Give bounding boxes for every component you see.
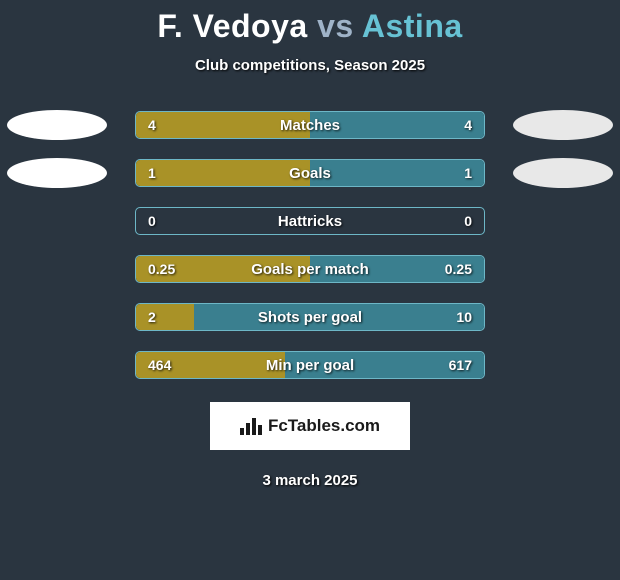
stat-bar: 0 0Hattricks xyxy=(135,207,485,235)
stat-label: Hattricks xyxy=(136,208,484,234)
side-slot-left xyxy=(7,254,107,284)
stat-value-player1: 0 xyxy=(136,208,168,234)
side-slot-left xyxy=(7,206,107,236)
player1-name: F. Vedoya xyxy=(157,8,307,44)
stat-bar: 44Matches xyxy=(135,111,485,139)
player1-ellipse xyxy=(7,158,107,188)
player2-name: Astina xyxy=(362,8,463,44)
chart-icon xyxy=(240,417,262,435)
player2-ellipse xyxy=(513,158,613,188)
stat-row: 0.250.25Goals per match xyxy=(0,254,620,284)
stat-bar: 0.250.25Goals per match xyxy=(135,255,485,283)
vs-text: vs xyxy=(317,8,354,44)
bar-fill-player2 xyxy=(310,256,484,282)
stat-bar: 210Shots per goal xyxy=(135,303,485,331)
bar-fill-player2 xyxy=(194,304,484,330)
player2-ellipse xyxy=(513,110,613,140)
stats-rows: 44Matches 11Goals 0 0Hattricks 0.250.25Goals… xyxy=(0,110,620,380)
side-slot-right xyxy=(513,110,613,140)
stat-value-player2: 0 xyxy=(452,208,484,234)
bar-fill-player1 xyxy=(136,256,310,282)
player1-ellipse xyxy=(7,110,107,140)
side-slot-left xyxy=(7,110,107,140)
side-slot-right xyxy=(513,206,613,236)
side-slot-left xyxy=(7,350,107,380)
stat-row: 0 0Hattricks xyxy=(0,206,620,236)
stat-row: 210Shots per goal xyxy=(0,302,620,332)
stat-bar: 464617Min per goal xyxy=(135,351,485,379)
stat-row: 44Matches xyxy=(0,110,620,140)
side-slot-left xyxy=(7,302,107,332)
bar-fill-player1 xyxy=(136,160,310,186)
page-title: F. Vedoya vs Astina xyxy=(0,8,620,45)
stat-row: 464617Min per goal xyxy=(0,350,620,380)
stat-row: 11Goals xyxy=(0,158,620,188)
comparison-widget: F. Vedoya vs Astina Club competitions, S… xyxy=(0,0,620,489)
brand-logo[interactable]: FcTables.com xyxy=(210,402,410,450)
side-slot-right xyxy=(513,302,613,332)
bar-fill-player1 xyxy=(136,352,285,378)
brand-text: FcTables.com xyxy=(268,416,380,436)
subtitle: Club competitions, Season 2025 xyxy=(0,57,620,74)
bar-fill-player1 xyxy=(136,112,310,138)
footer-date: 3 march 2025 xyxy=(0,472,620,489)
bar-fill-player2 xyxy=(310,112,484,138)
side-slot-right xyxy=(513,350,613,380)
stat-bar: 11Goals xyxy=(135,159,485,187)
side-slot-right xyxy=(513,254,613,284)
bar-fill-player1 xyxy=(136,304,194,330)
bar-fill-player2 xyxy=(285,352,484,378)
side-slot-right xyxy=(513,158,613,188)
bar-fill-player2 xyxy=(310,160,484,186)
side-slot-left xyxy=(7,158,107,188)
